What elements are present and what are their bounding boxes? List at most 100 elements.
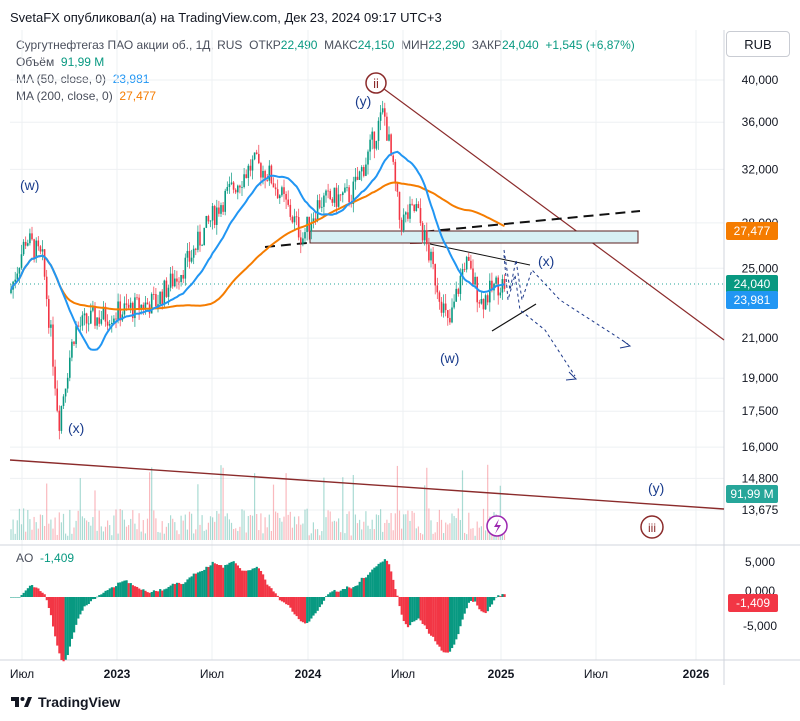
candle-body (73, 341, 75, 345)
ao-bar (417, 597, 420, 619)
ao-bar (404, 597, 407, 625)
volume-bar (363, 521, 365, 540)
candle-body (264, 170, 266, 181)
ao-bar (484, 597, 487, 614)
candle-body (150, 294, 153, 314)
candle-body (499, 292, 502, 296)
ma200-row[interactable]: MA (200, close, 0) 27,477 (16, 89, 157, 103)
candle-body (432, 251, 434, 265)
volume-row[interactable]: Объём 91,99 M (16, 55, 105, 69)
price-tick-label: 13,675 (742, 503, 779, 517)
candle-body (140, 304, 142, 310)
candle-body (153, 294, 155, 295)
currency-button[interactable]: RUB (726, 31, 790, 57)
ao-bar (379, 562, 382, 597)
price-tick-label: 36,000 (742, 115, 779, 129)
volume-bar (264, 517, 266, 540)
ao-bar (262, 574, 265, 597)
wave-label: (x) (538, 253, 554, 269)
volume-bar (75, 520, 77, 540)
candle-body (480, 298, 483, 304)
ao-bar (373, 567, 376, 597)
ao-bar (413, 597, 416, 622)
ao-bar (104, 590, 107, 597)
tradingview-logo[interactable]: TradingView (10, 694, 120, 710)
candle-body (27, 243, 29, 246)
volume-bar (482, 508, 485, 540)
volume-bars (10, 464, 506, 540)
candle-body (396, 183, 399, 192)
volume-bar (241, 509, 243, 540)
volume-bar (306, 508, 308, 540)
ao-bar (390, 571, 393, 597)
candle-body (35, 240, 37, 259)
ao-bar (339, 590, 342, 597)
candle-body (226, 186, 229, 191)
candle-body (390, 134, 392, 156)
ao-bar (501, 594, 504, 597)
ao-bar (224, 565, 227, 597)
symbol-name[interactable]: Сургутнефтегаз ПАО акции об., 1Д, RUS (16, 38, 243, 52)
candle-body (455, 288, 457, 302)
ao-legend[interactable]: AO -1,409 (16, 551, 75, 565)
ao-bar (419, 597, 422, 621)
ao-bar (222, 567, 225, 597)
candle-body (474, 276, 476, 285)
ao-bar (455, 597, 458, 640)
wave-iii-label: iii (648, 521, 656, 535)
candle-body (363, 167, 365, 176)
volume-bar (237, 531, 239, 540)
ao-bar (152, 590, 155, 597)
ao-bar (182, 583, 185, 597)
price-axis: 40,00036,00032,00028,00025,00021,00019,0… (726, 73, 779, 517)
ao-bar (249, 570, 252, 597)
ao-bar (463, 597, 466, 614)
candle-body (384, 108, 386, 117)
candle-body (232, 182, 235, 190)
ao-bar (499, 596, 502, 597)
ao-bar (503, 594, 506, 597)
volume-bar (464, 532, 466, 540)
ma50-row[interactable]: MA (50, close, 0) 23,981 (16, 72, 150, 86)
candle-body (333, 187, 336, 203)
candle-body (484, 295, 487, 310)
ao-bar (167, 586, 170, 597)
volume-bar (29, 519, 31, 540)
volume-bar (176, 530, 178, 540)
candle-body (440, 301, 443, 313)
volume-bar (268, 514, 270, 540)
candle-body (245, 174, 247, 178)
candle-body (354, 176, 357, 182)
candle-body (373, 131, 376, 149)
ao-bar (138, 588, 141, 597)
ao-bar (87, 597, 90, 604)
volume-bar (285, 473, 287, 540)
ao-bar (276, 595, 279, 597)
candle-body (190, 257, 193, 262)
candle-body (465, 256, 468, 270)
candle-body (218, 207, 220, 214)
ao-bar (400, 597, 403, 615)
volume-bar (50, 519, 52, 540)
ao-bar (299, 597, 302, 622)
candle-body (14, 279, 16, 282)
candle-body (430, 251, 432, 261)
volume-bar (260, 513, 262, 540)
candle-body (29, 233, 31, 244)
ao-bar (169, 585, 172, 597)
ao-bar (209, 565, 212, 597)
time-tick-label: Июл (10, 667, 34, 681)
volume-bar (298, 516, 300, 540)
change-value: +1,545 (+6,87%) (545, 38, 635, 52)
ao-bar (108, 588, 111, 597)
candle-body (392, 155, 394, 162)
volume-bar (23, 508, 25, 540)
volume-bar (138, 513, 140, 540)
volume-bar (329, 511, 331, 540)
candle-body (251, 159, 254, 171)
candle-body (331, 199, 334, 203)
volume-bar (174, 522, 176, 540)
candle-body (104, 306, 107, 322)
ao-bar (203, 569, 206, 597)
